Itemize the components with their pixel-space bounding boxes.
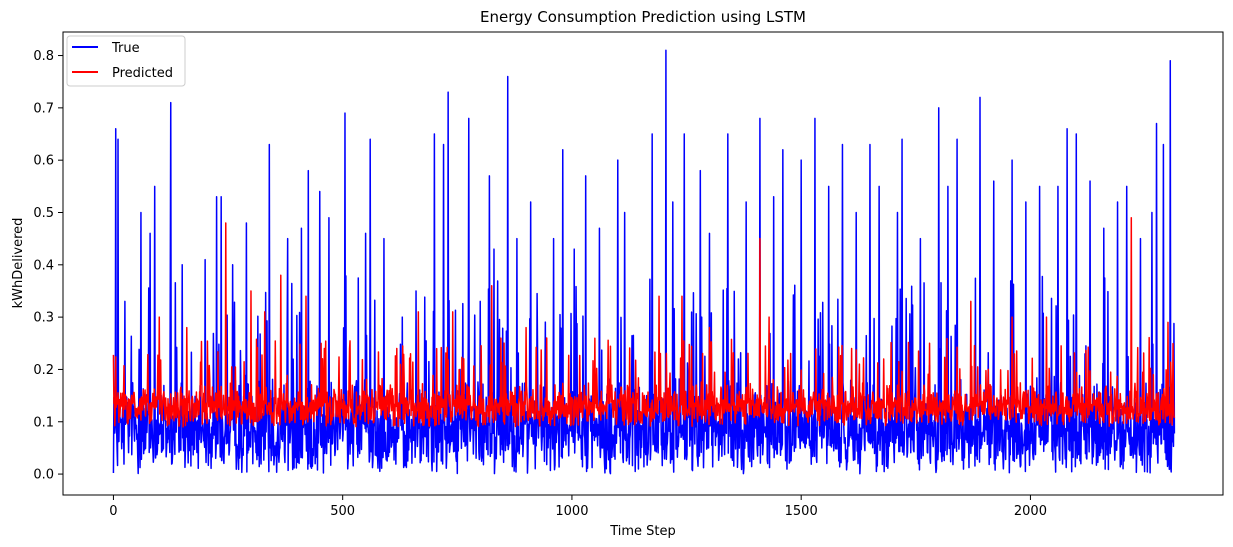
y-tick-label: 0.7 xyxy=(33,101,54,116)
x-axis-label: Time Step xyxy=(609,524,676,539)
legend-box xyxy=(66,35,186,87)
plot-frame xyxy=(62,31,1224,496)
x-tick-label: 2000 xyxy=(1014,504,1047,519)
legend-label-true: True xyxy=(111,41,140,56)
y-tick-label: 0.2 xyxy=(33,363,54,378)
x-tick-label: 1000 xyxy=(555,504,588,519)
x-tick-label: 0 xyxy=(109,504,117,519)
x-tick-label: 1500 xyxy=(785,504,818,519)
y-tick-label: 0.1 xyxy=(33,415,54,430)
series-line-true xyxy=(112,49,1176,475)
y-axis-label: kWhDelivered xyxy=(11,218,26,309)
y-tick-label: 0.5 xyxy=(33,206,54,221)
y-tick-label: 0.3 xyxy=(33,311,54,326)
legend-label-predicted: Predicted xyxy=(112,66,173,81)
y-tick-label: 0.4 xyxy=(33,258,54,273)
y-tick-label: 0.6 xyxy=(33,154,54,169)
y-tick-label: 0.0 xyxy=(33,468,54,483)
x-tick-label: 500 xyxy=(330,504,355,519)
y-tick-label: 0.8 xyxy=(33,49,54,64)
series-line-predicted xyxy=(112,216,1176,428)
legend: True Predicted xyxy=(66,35,186,87)
chart-title: Energy Consumption Prediction using LSTM xyxy=(480,8,806,26)
